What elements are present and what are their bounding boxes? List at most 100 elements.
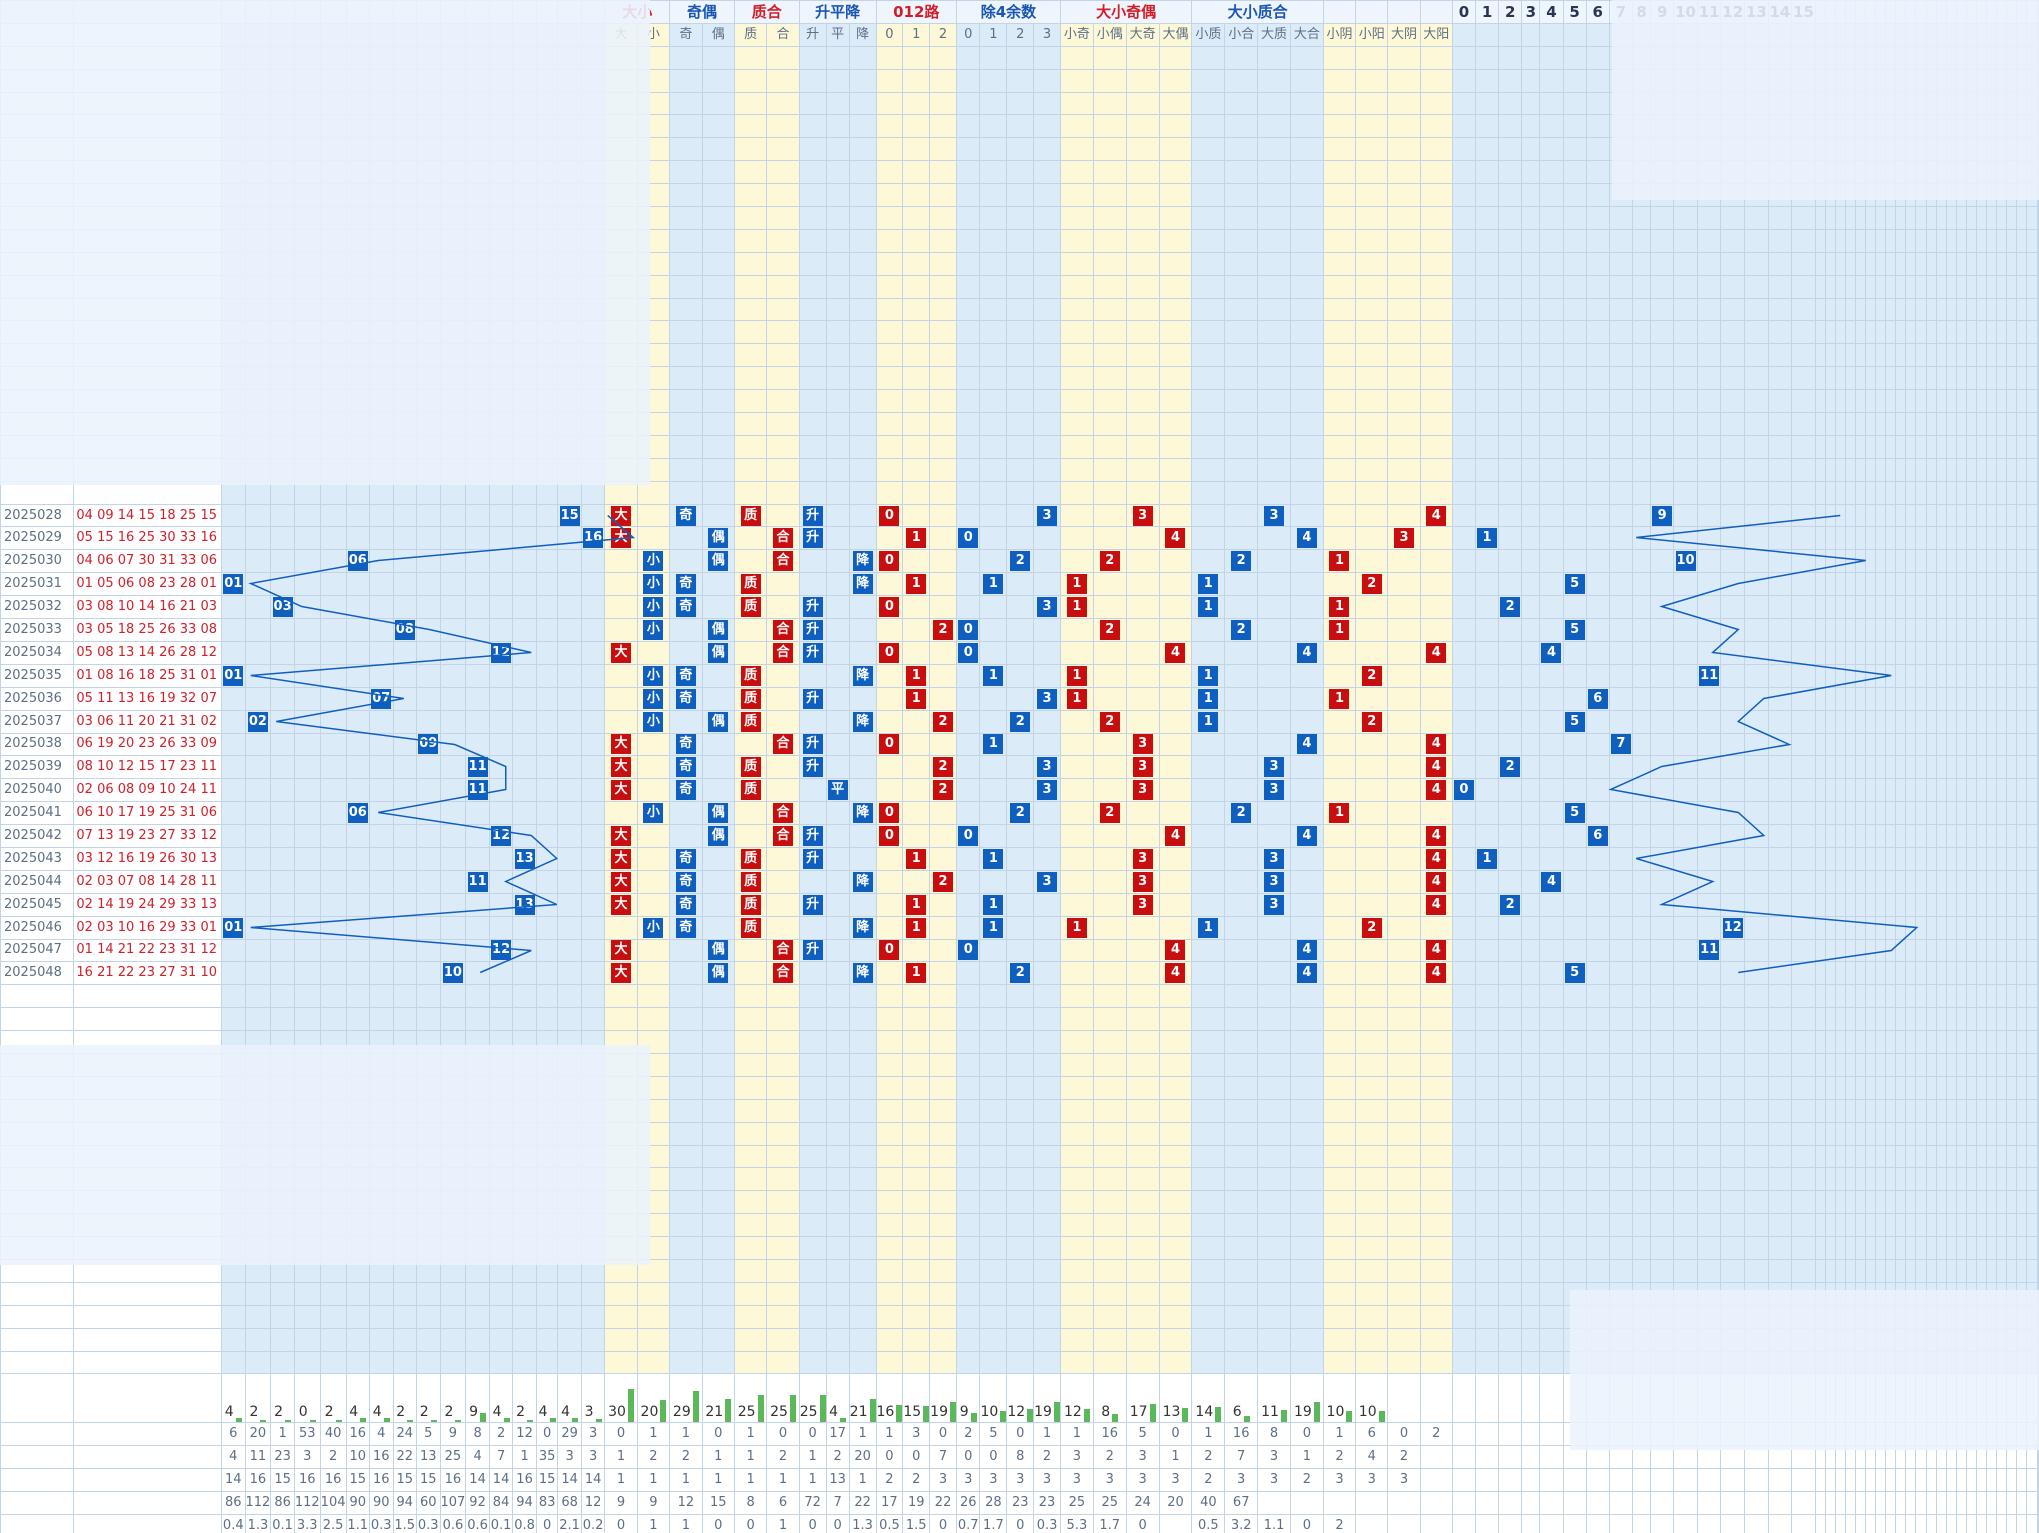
empty-cell <box>1092 251 1127 276</box>
empty-cell <box>955 137 981 162</box>
empty-cell <box>1498 1167 1523 1192</box>
empty-cell <box>1895 1007 1907 1032</box>
miss-cell <box>557 755 582 780</box>
miss-cell <box>1696 869 1722 894</box>
shengjiang-cell: 升 <box>798 686 827 711</box>
miss-cell <box>1885 846 1897 871</box>
miss-cell <box>2005 686 2018 711</box>
empty-cell <box>2016 1052 2028 1077</box>
empty-cell <box>1539 251 1564 276</box>
empty-cell <box>1387 412 1421 436</box>
empty-cell <box>1631 1121 1652 1146</box>
miss-cell <box>1059 709 1094 734</box>
miss-cell <box>535 892 559 917</box>
miss-cell <box>1875 892 1887 917</box>
miss-cell <box>1915 595 1927 620</box>
empty-cell <box>1935 1098 1947 1123</box>
miss-cell <box>221 595 246 620</box>
zhihe-marker: 合 <box>773 963 793 984</box>
miss-cell <box>1355 755 1389 780</box>
miss-cell <box>669 618 703 642</box>
empty-cell <box>1767 1030 1793 1054</box>
miss-cell <box>2005 572 2018 597</box>
dxjo-marker: 1 <box>1066 917 1087 938</box>
miss-cell <box>1289 549 1324 574</box>
empty-cell <box>1585 480 1610 505</box>
empty-cell <box>1419 1236 1453 1260</box>
empty-cell <box>1945 389 1957 414</box>
empty-cell <box>1451 1213 1476 1238</box>
miss-cell <box>369 526 394 551</box>
miss-cell <box>1791 869 1816 894</box>
empty-cell <box>669 480 703 505</box>
empty-cell <box>1562 1098 1587 1123</box>
miss-cell <box>1965 663 1977 688</box>
miss-cell <box>1791 595 1816 620</box>
empty-cell <box>1059 1052 1094 1077</box>
miss-cell <box>1875 526 1887 551</box>
miss-cell <box>766 572 800 597</box>
miss-cell <box>1257 663 1291 688</box>
miss-cell <box>955 595 981 620</box>
empty-cell <box>2016 1190 2028 1215</box>
blue-ball-marker: 03 <box>272 597 293 618</box>
group-label: 大小奇偶 <box>1059 0 1193 24</box>
miss-cell <box>319 915 347 940</box>
empty-cell <box>1498 984 1523 1009</box>
miss-cell <box>221 869 246 894</box>
empty-cell <box>1767 1052 1793 1077</box>
empty-cell <box>1855 984 1867 1009</box>
empty-cell <box>1498 434 1523 459</box>
miss-cell <box>1158 572 1193 597</box>
miss-cell <box>1650 892 1675 917</box>
miss-cell <box>1355 549 1389 574</box>
miss-cell <box>1539 686 1564 711</box>
miss-cell <box>1521 618 1541 642</box>
miss-cell <box>557 572 582 597</box>
empty-cell <box>1955 1236 1967 1260</box>
empty-cell <box>669 1167 703 1192</box>
empty-cell <box>1895 228 1907 253</box>
empty-cell <box>1844 1167 1857 1192</box>
empty-cell <box>1875 1121 1887 1146</box>
blue-ball-marker: 01 <box>223 574 244 595</box>
miss-cell <box>392 663 417 688</box>
miss-cell <box>1885 801 1897 826</box>
draw-numbers: 16 21 22 23 27 31 10 <box>73 961 223 986</box>
miss-cell <box>1975 801 1987 826</box>
miss-cell <box>512 732 537 757</box>
zhihe-cell: 质 <box>733 595 768 620</box>
miss-cell <box>1865 572 1877 597</box>
miss-cell <box>1650 961 1675 986</box>
empty-cell <box>1696 434 1722 459</box>
empty-cell <box>902 1030 931 1054</box>
sub-header: 0 <box>875 22 904 47</box>
empty-cell <box>1059 228 1094 253</box>
empty-cell <box>825 45 850 70</box>
yinyang-marker: 1 <box>1329 551 1350 572</box>
miss-cell <box>1419 686 1453 711</box>
miss-cell <box>1474 801 1500 826</box>
miss-cell <box>1875 709 1887 734</box>
lu012-marker: 2 <box>933 757 954 778</box>
empty-cell <box>1474 183 1500 208</box>
miss-cell <box>1539 618 1564 642</box>
miss-cell <box>1875 869 1887 894</box>
empty-cell <box>1935 228 1947 253</box>
empty-cell <box>701 228 735 253</box>
miss-cell <box>535 618 559 642</box>
empty-cell <box>766 183 800 208</box>
empty-cell <box>875 91 904 116</box>
empty-cell <box>1585 984 1610 1009</box>
empty-cell <box>1006 45 1035 70</box>
empty-cell <box>1631 1098 1652 1123</box>
empty-cell <box>1844 1190 1857 1215</box>
empty-cell <box>580 984 606 1009</box>
empty-cell <box>669 1144 703 1169</box>
zone-marker: 6 <box>1587 688 1608 709</box>
empty-cell <box>1720 1236 1746 1260</box>
zhihe-marker: 质 <box>740 574 761 595</box>
lu012-marker: 0 <box>879 734 900 755</box>
dxjo-marker: 1 <box>1066 597 1087 618</box>
empty-cell <box>733 1213 768 1238</box>
